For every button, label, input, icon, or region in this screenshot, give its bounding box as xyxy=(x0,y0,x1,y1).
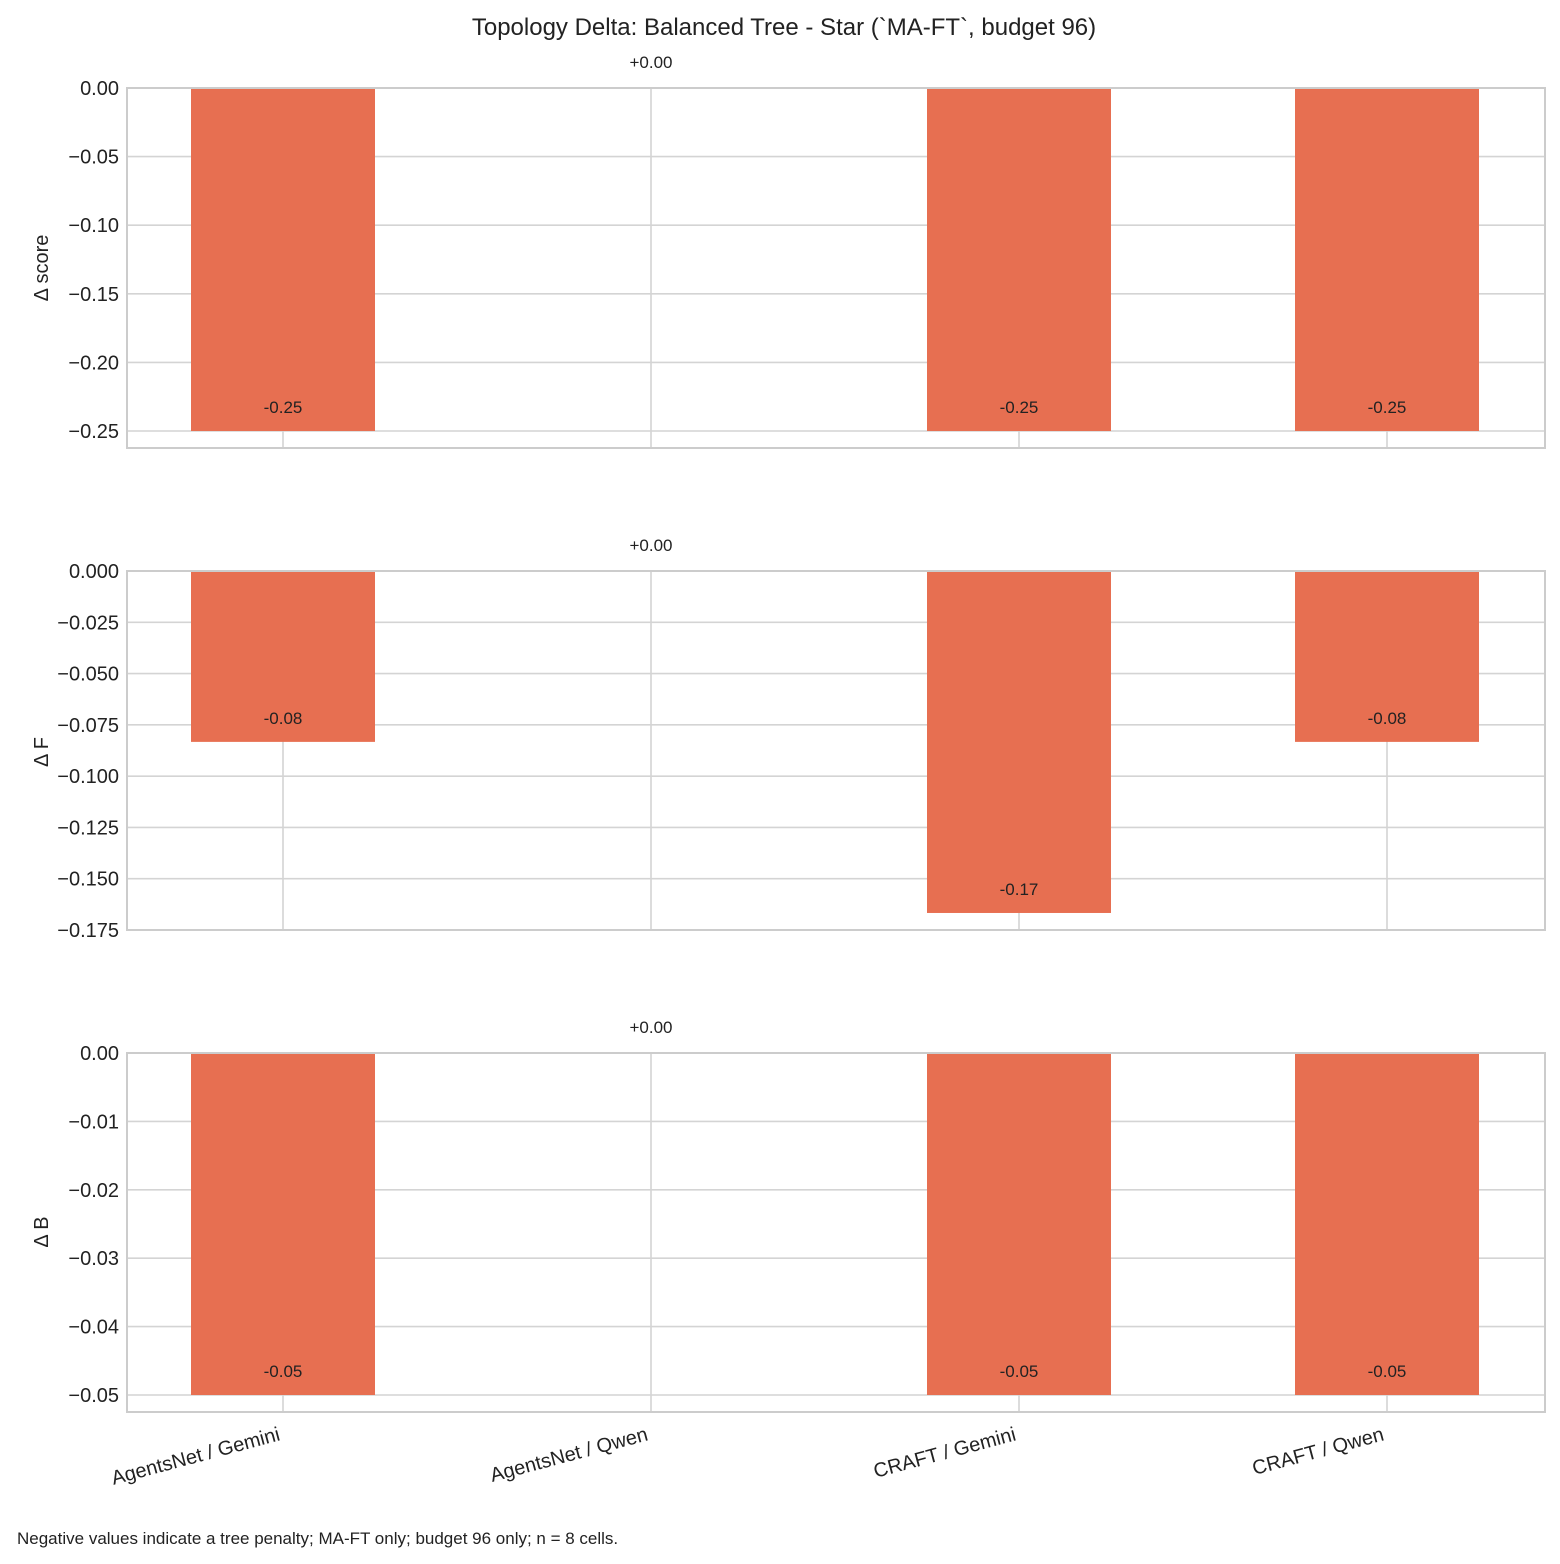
y-tick-label: −0.150 xyxy=(57,869,119,891)
x-tick-label: CRAFT / Qwen xyxy=(1250,1424,1386,1480)
bar-agentsnet-gemini xyxy=(191,88,375,431)
chart-title: Topology Delta: Balanced Tree - Star (`M… xyxy=(472,14,1096,41)
x-tick-label: AgentsNet / Qwen xyxy=(488,1424,650,1487)
panel-3: 0.00 −0.01 −0.02 −0.03 −0.04 −0.05 -0.05 +0.00 -… xyxy=(31,1018,1546,1413)
bar-value-label: +0.00 xyxy=(629,536,672,555)
y-tick-label: −0.02 xyxy=(68,1180,119,1202)
chart-panels: 0.00 −0.05 −0.10 −0.15 −0.20 −0.25 -0.25 +0.00 -… xyxy=(31,53,1546,1490)
axes-frame xyxy=(126,1052,1546,1413)
y-tick-label: −0.175 xyxy=(57,920,119,942)
bar-craft-qwen xyxy=(1295,1053,1479,1395)
bar-value-label: -0.25 xyxy=(1368,398,1407,417)
bar-craft-gemini xyxy=(927,1053,1111,1395)
y-axis-label: Δ F xyxy=(31,737,53,767)
bar-value-label: +0.00 xyxy=(629,1018,672,1037)
bar-value-label: -0.05 xyxy=(1368,1362,1407,1381)
y-tick-label: −0.05 xyxy=(68,1385,119,1407)
y-tick-label: 0.00 xyxy=(80,1043,119,1065)
bar-craft-gemini xyxy=(927,571,1111,913)
y-tick-label: −0.20 xyxy=(68,352,119,374)
axes-frame xyxy=(126,570,1546,931)
bar-craft-gemini xyxy=(927,88,1111,431)
y-tick-label: 0.000 xyxy=(69,561,119,583)
y-tick-label: −0.15 xyxy=(68,284,119,306)
y-tick-label: 0.00 xyxy=(80,78,119,100)
y-tick-label: −0.025 xyxy=(57,612,119,634)
bar-agentsnet-gemini xyxy=(191,1053,375,1395)
y-tick-label: −0.25 xyxy=(68,421,119,443)
axes-frame xyxy=(126,87,1546,449)
bar-value-label: -0.05 xyxy=(1000,1362,1039,1381)
panel-2: 0.000 −0.025 −0.050 −0.075 −0.100 −0.125 −0.15… xyxy=(31,536,1546,942)
bar-value-label: -0.08 xyxy=(1368,709,1407,728)
y-tick-label: −0.100 xyxy=(57,766,119,788)
x-tick-label: CRAFT / Gemini xyxy=(871,1424,1018,1483)
bar-value-label: -0.25 xyxy=(1000,398,1039,417)
y-tick-label: −0.04 xyxy=(68,1317,119,1339)
bar-value-label: +0.00 xyxy=(629,53,672,72)
y-tick-label: −0.10 xyxy=(68,215,119,237)
y-tick-label: −0.05 xyxy=(68,147,119,169)
y-axis-label: Δ B xyxy=(31,1216,53,1247)
y-tick-label: −0.03 xyxy=(68,1248,119,1270)
y-tick-label: −0.050 xyxy=(57,664,119,686)
bar-value-label: -0.25 xyxy=(264,398,303,417)
x-tick-labels: AgentsNet / Gemini AgentsNet / Qwen CRAFT … xyxy=(109,1424,1386,1490)
y-tick-label: −0.075 xyxy=(57,715,119,737)
bar-value-label: -0.05 xyxy=(264,1362,303,1381)
y-axis-label: Δ score xyxy=(31,235,53,302)
bar-agentsnet-gemini xyxy=(191,571,375,742)
x-tick-label: AgentsNet / Gemini xyxy=(109,1424,282,1490)
y-tick-label: −0.01 xyxy=(68,1111,119,1133)
bar-value-label: -0.17 xyxy=(1000,880,1039,899)
y-tick-label: −0.125 xyxy=(57,817,119,839)
panel-1: 0.00 −0.05 −0.10 −0.15 −0.20 −0.25 -0.25 +0.00 -… xyxy=(31,53,1546,449)
bar-value-label: -0.08 xyxy=(264,709,303,728)
bar-craft-qwen xyxy=(1295,571,1479,742)
bar-craft-qwen xyxy=(1295,88,1479,431)
chart-footnote: Negative values indicate a tree penalty;… xyxy=(17,1529,618,1548)
